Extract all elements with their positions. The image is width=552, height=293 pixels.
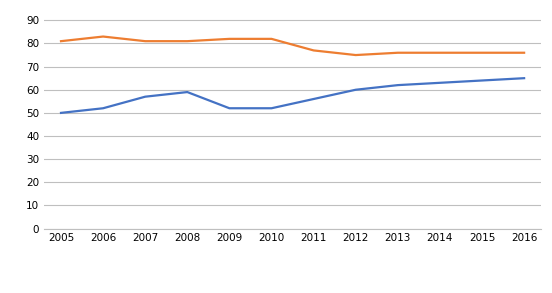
Latvija (352, 88, 359, 91)
Latvija (521, 76, 527, 80)
Latvija (226, 106, 233, 110)
Portugāle (395, 51, 401, 54)
Line: Latvija: Latvija (61, 78, 524, 113)
Latvija (437, 81, 443, 85)
Portugāle (58, 40, 65, 43)
Portugāle (226, 37, 233, 41)
Portugāle (100, 35, 107, 38)
Portugāle (268, 37, 275, 41)
Portugāle (521, 51, 527, 54)
Latvija (395, 84, 401, 87)
Portugāle (184, 40, 190, 43)
Portugāle (310, 49, 317, 52)
Latvija (184, 90, 190, 94)
Line: Portugāle: Portugāle (61, 37, 524, 55)
Portugāle (352, 53, 359, 57)
Portugāle (142, 40, 148, 43)
Latvija (310, 97, 317, 101)
Latvija (58, 111, 65, 115)
Latvija (268, 106, 275, 110)
Portugāle (437, 51, 443, 54)
Portugāle (479, 51, 485, 54)
Latvija (479, 79, 485, 82)
Latvija (100, 106, 107, 110)
Latvija (142, 95, 148, 98)
